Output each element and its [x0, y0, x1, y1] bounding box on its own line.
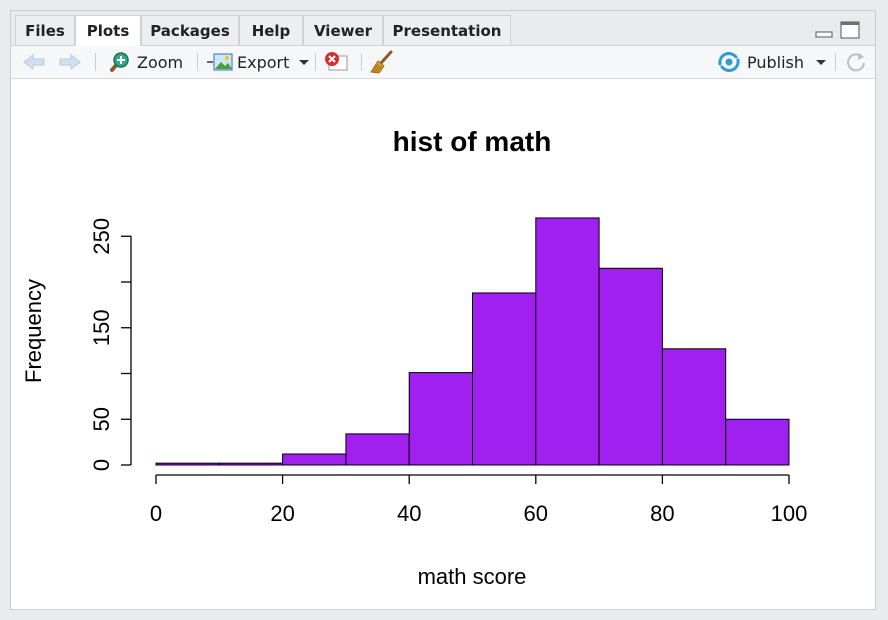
histogram-bar — [661, 348, 727, 466]
tab-files[interactable]: Files — [15, 15, 75, 45]
histogram-bar — [472, 292, 537, 466]
histogram-bar — [155, 462, 220, 466]
y-tick-label: 50 — [89, 407, 114, 431]
x-tick-label: 0 — [150, 501, 162, 526]
publish-label: Publish — [747, 52, 805, 72]
refresh-button[interactable] — [845, 46, 869, 78]
magnifier-plus-icon — [110, 52, 129, 72]
refresh-icon — [847, 53, 865, 72]
histogram-bars — [155, 217, 790, 466]
arrow-left-icon — [23, 54, 45, 70]
x-tick-label: 100 — [771, 501, 808, 526]
broom-icon — [370, 50, 393, 74]
publish-icon — [718, 52, 740, 72]
toolbar-separator — [315, 53, 316, 71]
publish-menu-button[interactable]: Publish — [717, 46, 828, 78]
tab-packages[interactable]: Packages — [141, 15, 239, 45]
forward-button[interactable] — [59, 46, 83, 78]
y-tick-label: 250 — [89, 218, 114, 255]
plots-pane: Files Plots Packages Help Viewer Present… — [10, 10, 876, 610]
histogram-bar — [725, 418, 790, 466]
histogram-bar — [218, 462, 284, 466]
histogram-bar — [598, 267, 663, 466]
histogram-chart: hist of math math score Frequency 0 20 40 6… — [21, 126, 807, 589]
toolbar-separator — [197, 53, 198, 71]
tab-viewer[interactable]: Viewer — [303, 15, 383, 45]
chart-title: hist of math — [393, 126, 552, 157]
export-menu-button[interactable]: Export — [207, 46, 311, 78]
zoom-label: Zoom — [137, 52, 184, 72]
x-tick-label: 60 — [524, 501, 548, 526]
chart-axes: 0 20 40 60 80 100 0 50 150 250 — [89, 218, 807, 526]
y-tick-label: 0 — [89, 459, 114, 471]
histogram-bar — [535, 217, 600, 466]
x-tick-label: 40 — [397, 501, 421, 526]
back-button[interactable] — [23, 46, 47, 78]
export-label: Export — [237, 52, 290, 72]
histogram-bar — [282, 453, 347, 466]
y-tick-label: 150 — [89, 309, 114, 346]
x-tick-label: 20 — [270, 501, 294, 526]
histogram-bar — [345, 433, 410, 466]
clear-all-plots-button[interactable] — [369, 46, 397, 78]
x-tick-label: 80 — [650, 501, 674, 526]
tab-presentation[interactable]: Presentation — [383, 15, 511, 45]
toolbar-separator — [95, 53, 96, 71]
export-image-icon — [207, 53, 233, 71]
remove-plot-button[interactable] — [323, 46, 351, 78]
y-axis-label: Frequency — [21, 279, 46, 383]
x-axis-label: math score — [418, 564, 527, 589]
maximize-pane-button[interactable] — [840, 21, 860, 39]
arrow-right-icon — [59, 54, 81, 70]
chevron-down-icon — [299, 60, 310, 65]
plots-toolbar: Zoom Export — [11, 46, 875, 79]
tab-plots[interactable]: Plots — [75, 15, 141, 46]
toolbar-separator — [835, 53, 836, 71]
maximize-icon — [840, 21, 860, 39]
remove-plot-icon — [325, 52, 348, 71]
minimize-pane-button[interactable] — [815, 23, 833, 39]
tab-help[interactable]: Help — [239, 15, 303, 45]
minimize-icon — [815, 31, 833, 38]
histogram-bar — [408, 372, 474, 466]
pane-tabbar: Files Plots Packages Help Viewer Present… — [11, 11, 875, 46]
zoom-button[interactable]: Zoom — [107, 46, 183, 78]
toolbar-separator — [361, 53, 362, 71]
chevron-down-icon — [816, 60, 827, 65]
plot-viewer: hist of math math score Frequency 0 20 40 6… — [11, 79, 875, 609]
